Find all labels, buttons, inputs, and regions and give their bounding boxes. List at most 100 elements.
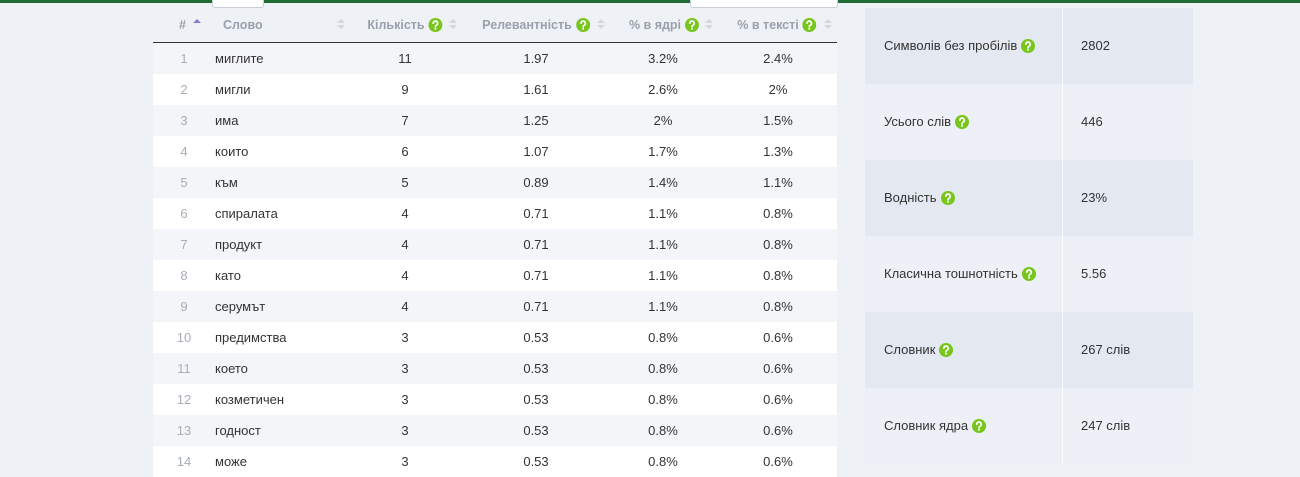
cell-value: 0.8% [648, 330, 678, 345]
stat-label-wrap: Класична тошнотність [884, 236, 1036, 312]
word: продукт [215, 237, 263, 252]
table-row: 8 като 4 0.71 1.1% 0.8% [153, 260, 837, 291]
cell-value: 7 [401, 113, 409, 128]
column-header[interactable]: % в ядрі [629, 10, 700, 40]
stat-label-wrap: Водність [884, 160, 955, 236]
column-header[interactable]: Релевантність [482, 10, 590, 40]
sort-arrow[interactable] [193, 19, 201, 31]
cell-value: 0.71 [523, 237, 549, 252]
word: козметичен [215, 392, 285, 407]
stat-label: Усього слів [884, 114, 952, 129]
cell-value: 0.6% [763, 423, 793, 438]
cell-value: 1.1% [648, 299, 678, 314]
cell-value: 1.3% [763, 144, 793, 159]
header-text: Кількість [367, 18, 425, 32]
cell-value: 0.6% [763, 330, 793, 345]
stat-label-wrap: Усього слів [884, 84, 970, 160]
stat-value: 5.56 [1081, 266, 1107, 281]
stat-row: Символів без пробілів 2802 [865, 8, 1193, 84]
stat-divider [1062, 312, 1063, 388]
cell-value: 10 [176, 330, 192, 345]
table-row: 5 към 5 0.89 1.4% 1.1% [153, 167, 837, 198]
cell-value: 3 [401, 392, 409, 407]
help-icon[interactable] [802, 18, 817, 32]
help-icon[interactable] [955, 115, 970, 129]
sort-arrow[interactable] [337, 19, 345, 31]
cell-value: 3 [401, 330, 409, 345]
cell-value: 1.7% [648, 144, 678, 159]
cell-value: 1.1% [648, 206, 678, 221]
cell-value: 2.4% [763, 51, 793, 66]
control[interactable] [690, 0, 838, 8]
stat-label: Символів без пробілів [884, 38, 1018, 53]
cell-value: 0.53 [523, 361, 549, 376]
cell-value: 0.8% [648, 454, 678, 469]
cell-value: 8 [180, 268, 188, 283]
cell-value: 3.2% [648, 51, 678, 66]
cell-value: 0.71 [523, 268, 549, 283]
table-row: 1 миглите 11 1.97 3.2% 2.4% [153, 43, 837, 74]
cell-value: 4 [401, 206, 409, 221]
help-icon[interactable] [972, 419, 987, 433]
cell-value: 9 [180, 299, 188, 314]
stat-divider [1062, 388, 1063, 464]
cell-value: 0.71 [523, 299, 549, 314]
cell-value: 0.53 [523, 454, 549, 469]
stat-value: 267 слів [1081, 342, 1131, 357]
cell-value: 0.8% [648, 361, 678, 376]
cell-value: 1.1% [763, 175, 793, 190]
help-icon[interactable] [1021, 39, 1036, 53]
stat-row: Водність 23% [865, 160, 1193, 236]
stat-label: Словник ядра [884, 418, 969, 433]
stat-label-wrap: Словник ядра [884, 388, 987, 464]
word: които [215, 144, 249, 159]
header-text: Слово [223, 18, 263, 32]
cell-value: 0.8% [763, 268, 793, 283]
cell-value: 1.4% [648, 175, 678, 190]
column-header[interactable]: Кількість [367, 10, 443, 40]
word: може [215, 454, 247, 469]
cell-value: 3 [401, 361, 409, 376]
help-icon[interactable] [939, 343, 954, 357]
help-icon[interactable] [940, 191, 955, 205]
table-row: 3 има 7 1.25 2% 1.5% [153, 105, 837, 136]
sort-arrow[interactable] [705, 19, 713, 31]
cell-value: 0.53 [523, 330, 549, 345]
stat-label: Словник [884, 342, 936, 357]
column-header[interactable]: % в тексті [737, 10, 817, 40]
help-icon[interactable] [685, 18, 700, 32]
cell-value: 9 [401, 82, 409, 97]
cell-value: 1.1% [648, 268, 678, 283]
stat-divider [1062, 160, 1063, 236]
column-header[interactable]: # [0, 10, 186, 40]
cell-value: 3 [401, 423, 409, 438]
word: миглите [215, 51, 264, 66]
column-header[interactable]: Слово [223, 10, 263, 40]
cell-value: 1.1% [648, 237, 678, 252]
cell-value: 4 [401, 299, 409, 314]
cell-value: 0.8% [648, 392, 678, 407]
control[interactable] [212, 0, 264, 8]
word: серумът [215, 299, 266, 314]
word: има [215, 113, 239, 128]
cell-value: 14 [176, 454, 192, 469]
sort-arrow[interactable] [449, 19, 457, 31]
cell-value: 1 [180, 51, 188, 66]
stat-label: Класична тошнотність [884, 266, 1018, 281]
table-row: 12 козметичен 3 0.53 0.8% 0.6% [153, 384, 837, 415]
cell-value: 2 [180, 82, 188, 97]
table-row: 6 спиралата 4 0.71 1.1% 0.8% [153, 198, 837, 229]
cell-value: 1.97 [523, 51, 549, 66]
cell-value: 0.6% [763, 361, 793, 376]
help-icon[interactable] [575, 18, 590, 32]
help-icon[interactable] [428, 18, 443, 32]
help-icon[interactable] [1021, 267, 1036, 281]
stat-value: 247 слів [1081, 418, 1131, 433]
sort-arrow[interactable] [597, 19, 605, 31]
sort-arrow[interactable] [824, 19, 832, 31]
cell-value: 0.71 [523, 206, 549, 221]
stat-label-wrap: Словник [884, 312, 954, 388]
cell-value: 4 [401, 237, 409, 252]
cell-value: 11 [177, 361, 191, 376]
